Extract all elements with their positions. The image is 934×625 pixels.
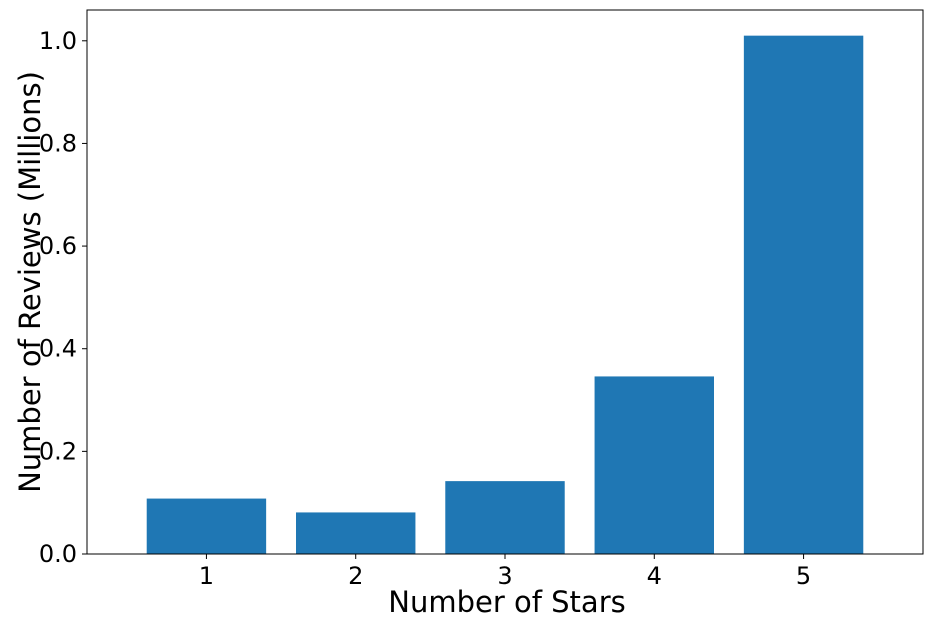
y-tick-label: 1.0 [39,27,77,55]
bars-group [146,35,864,554]
y-tick-label: 0.6 [39,232,77,260]
x-tick-label: 5 [796,562,811,590]
bar-5 [743,35,864,554]
x-tick-label: 3 [497,562,512,590]
y-ticks-group: 0.0 0.2 0.4 0.6 0.8 1.0 [39,27,87,568]
x-ticks-group: 1 2 3 4 5 [199,554,811,590]
y-axis-label: Number of Reviews (Millions) [13,71,47,493]
bar-4 [594,376,714,554]
y-tick-label: 0.4 [39,335,77,363]
x-tick-label: 4 [647,562,662,590]
bar-1 [146,498,267,554]
bar-2 [296,512,416,554]
x-tick-label: 1 [199,562,214,590]
bar-3 [445,481,565,554]
y-tick-label: 0.0 [39,540,77,568]
x-tick-label: 2 [348,562,363,590]
x-axis-label: Number of Stars [388,585,625,619]
y-tick-label: 0.8 [39,129,77,157]
y-tick-label: 0.2 [39,437,77,465]
